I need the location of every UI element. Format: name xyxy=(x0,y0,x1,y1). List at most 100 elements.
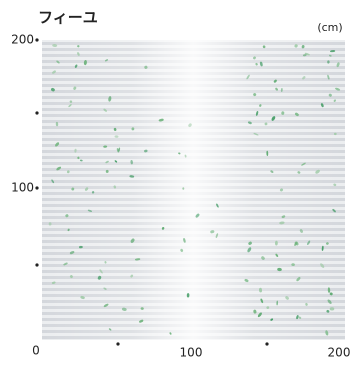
leaf-fleck xyxy=(182,187,185,190)
leaf-fleck xyxy=(275,87,278,91)
leaf-fleck xyxy=(113,185,117,189)
leaf-fleck xyxy=(79,245,83,249)
unit: (cm) xyxy=(317,21,342,34)
leaf-fleck xyxy=(320,103,324,108)
leaf-fleck xyxy=(326,242,329,245)
leaf-fleck xyxy=(325,330,329,336)
leaf-fleck xyxy=(50,88,55,92)
leaf-fleck xyxy=(247,121,252,125)
leaf-fleck xyxy=(51,179,55,184)
leaf-fleck xyxy=(77,45,80,48)
leaf-fleck xyxy=(68,104,72,108)
leaf-fleck xyxy=(169,332,172,335)
leaf-fleck xyxy=(301,45,305,49)
leaf-fleck xyxy=(195,213,200,218)
leaf-fleck xyxy=(277,267,282,272)
leaf-fleck xyxy=(301,162,306,166)
leaf-fleck xyxy=(48,222,52,226)
leaf-fleck xyxy=(259,61,263,67)
leaf-fleck xyxy=(56,60,60,64)
x-label: 100 xyxy=(180,346,203,360)
leaf-fleck xyxy=(299,229,303,233)
leaf-fleck xyxy=(84,187,89,191)
leaf-fleck xyxy=(244,278,249,283)
leaf-fleck xyxy=(246,74,250,80)
leaf-fleck xyxy=(105,169,109,173)
leaf-fleck xyxy=(69,275,73,279)
leaf-fleck xyxy=(329,292,333,296)
leaf-fleck xyxy=(327,299,332,304)
leaf-fleck xyxy=(326,309,330,313)
leaf-fleck xyxy=(63,262,68,266)
leaf-fleck xyxy=(134,258,141,261)
leaf-fleck xyxy=(67,228,70,232)
leaf-fleck xyxy=(103,145,108,148)
leaf-fleck xyxy=(77,52,80,56)
leaf-fleck xyxy=(266,306,270,309)
leaf-fleck xyxy=(56,166,62,171)
leaf-fleck xyxy=(279,221,285,225)
title: フィーユ xyxy=(38,9,98,27)
tick-dot xyxy=(116,342,120,346)
leaf-fleck xyxy=(285,296,289,300)
leaf-fleck xyxy=(281,215,286,219)
fabric-image xyxy=(42,40,345,340)
leaf-fleck xyxy=(144,149,148,153)
leaf-fleck xyxy=(130,160,133,165)
leaf-fleck xyxy=(261,256,265,260)
leaf-fleck xyxy=(248,241,252,245)
leaf-fleck xyxy=(275,253,279,257)
leaf-fleck xyxy=(66,170,70,174)
y-label: 100 xyxy=(11,181,34,195)
leaf-fleck xyxy=(103,303,109,308)
leaf-fleck xyxy=(327,287,331,293)
tick-dot xyxy=(35,38,39,42)
leaf-fleck xyxy=(103,108,107,112)
leaf-fleck xyxy=(130,274,134,278)
leaf-fleck xyxy=(298,316,302,319)
leaf-fleck xyxy=(333,132,337,136)
tick-dot xyxy=(35,111,39,115)
leaf-fleck xyxy=(108,328,112,331)
leaf-fleck xyxy=(144,65,148,69)
leaf-fleck xyxy=(253,309,257,314)
leaf-fleck xyxy=(333,183,337,187)
leaf-fleck xyxy=(105,160,109,164)
leaf-fleck xyxy=(270,170,274,173)
leaf-fleck xyxy=(328,54,332,57)
leaf-fleck xyxy=(291,263,295,267)
leaf-fleck xyxy=(99,269,103,274)
leaf-fleck xyxy=(302,54,307,57)
leaf-fleck xyxy=(296,315,299,320)
leaf-fleck xyxy=(255,110,259,116)
leaf-fleck xyxy=(276,300,279,306)
leaf-fleck xyxy=(161,227,165,230)
leaf-fleck xyxy=(247,247,252,253)
leaf-fleck xyxy=(271,116,276,121)
leaf-fleck xyxy=(253,56,256,60)
leaf-fleck xyxy=(336,62,340,68)
leaf-fleck xyxy=(328,93,332,97)
leaf-fleck xyxy=(294,112,299,117)
leaf-fleck xyxy=(266,150,269,156)
leaf-fleck xyxy=(186,293,190,298)
leaf-fleck xyxy=(327,74,330,80)
leaf-fleck xyxy=(255,62,258,66)
leaf-fleck xyxy=(215,233,219,238)
leaf-fleck xyxy=(216,203,219,208)
leaf-fleck xyxy=(83,60,87,66)
leaf-fleck xyxy=(260,298,264,304)
leaf-fleck xyxy=(188,123,192,128)
leaf-fleck xyxy=(74,148,77,153)
leaf-fleck xyxy=(210,230,215,234)
leaf-fleck xyxy=(320,263,325,268)
leaf-fleck xyxy=(302,76,306,80)
leaf-fleck xyxy=(113,127,117,131)
leaf-fleck xyxy=(104,59,109,62)
leaf-fleck xyxy=(55,142,60,147)
leaf-fleck xyxy=(281,111,285,115)
leaf-fleck xyxy=(330,50,336,53)
leaf-fleck xyxy=(296,277,301,282)
leaf-fleck xyxy=(297,171,301,174)
leaf-fleck xyxy=(114,160,118,163)
